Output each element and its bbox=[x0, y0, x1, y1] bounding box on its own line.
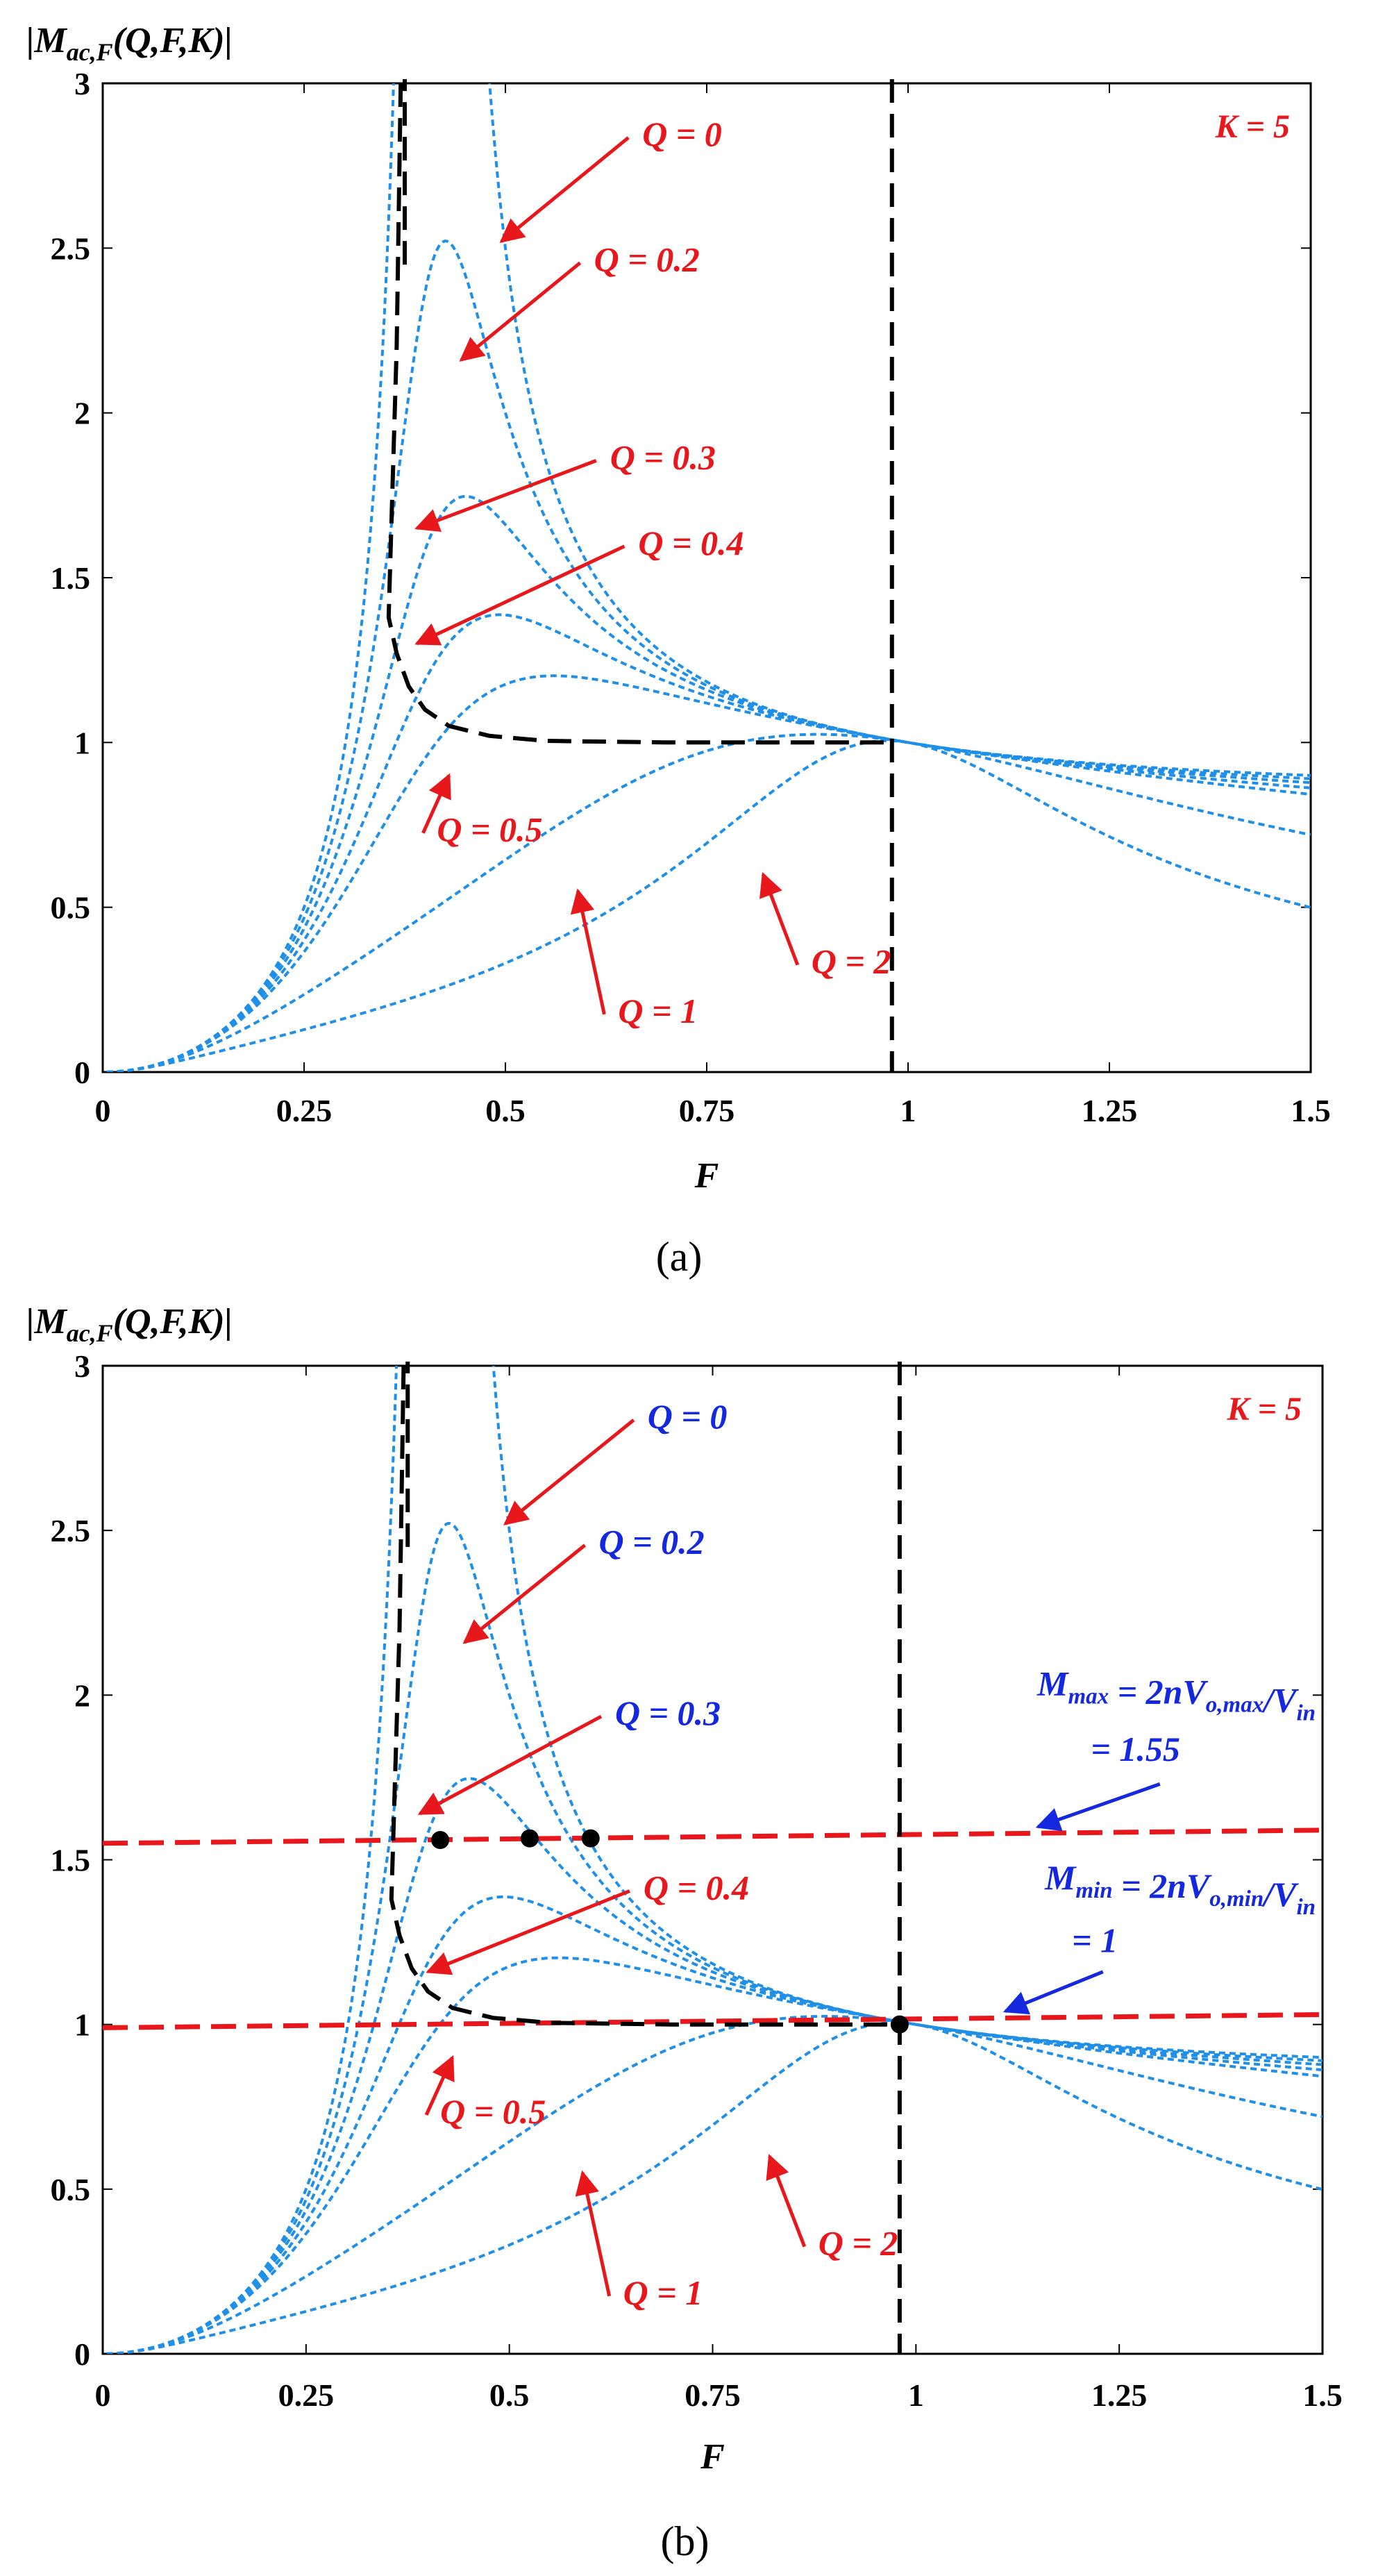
mmin-arrow bbox=[1002, 1970, 1104, 2015]
x-tick-label: 0.75 bbox=[685, 2377, 741, 2413]
annotation-label-q: Q = 0.5 bbox=[437, 810, 542, 849]
annotation-label-q: Q = 0.3 bbox=[610, 437, 716, 476]
series-line-q-1 bbox=[106, 2014, 1323, 2354]
annotation-arrow bbox=[462, 1544, 587, 1644]
series-line-q-2 bbox=[106, 2021, 1323, 2354]
y-tick-label: 0 bbox=[74, 1055, 90, 1090]
y-tick-label: 1 bbox=[74, 2007, 90, 2043]
annotation-label-q: Q = 1 bbox=[618, 992, 698, 1030]
annotation-arrow bbox=[575, 2170, 612, 2297]
x-tick-label: 0.25 bbox=[276, 1093, 333, 1128]
panel-caption: (b) bbox=[661, 2518, 710, 2564]
plot-frame bbox=[101, 82, 1312, 1073]
y-tick-label: 2 bbox=[74, 396, 90, 431]
x-axis-label: F bbox=[694, 1156, 719, 1196]
annotation-label-q: Q = 2 bbox=[819, 2224, 898, 2263]
annotation-label-q: Q = 1 bbox=[623, 2273, 703, 2312]
annotation-label-q: Q = 0.3 bbox=[615, 1693, 721, 1732]
x-tick-label: 0.5 bbox=[489, 2377, 530, 2413]
x-tick-label: 1 bbox=[908, 2377, 924, 2413]
x-axis-label: F bbox=[700, 2437, 725, 2477]
operating-point-marker bbox=[581, 1829, 600, 1848]
annotation-arrow bbox=[459, 261, 582, 362]
annotation-arrow bbox=[499, 136, 630, 244]
series-line-q-1 bbox=[106, 733, 1311, 1072]
hline-m-max bbox=[103, 1828, 1323, 1846]
x-tick-label: 1 bbox=[900, 1093, 916, 1128]
x-tick-label: 0.75 bbox=[679, 1093, 735, 1128]
plot-area bbox=[106, 83, 1311, 1072]
series-line-q-0-2 bbox=[106, 1521, 1323, 2354]
operating-point-marker bbox=[431, 1831, 450, 1850]
series-line-q-0-5 bbox=[106, 1956, 1323, 2354]
annotation-arrow bbox=[503, 1419, 635, 1525]
x-tick-label: 0 bbox=[95, 2377, 111, 2413]
annotation-arrow bbox=[421, 773, 451, 834]
y-tick-label: 1.5 bbox=[51, 1843, 91, 1878]
panel-caption: (a) bbox=[656, 1234, 703, 1280]
annotation-arrow bbox=[414, 544, 626, 646]
y-tick-label: 3 bbox=[74, 66, 90, 101]
mmin-value: = 1 bbox=[1072, 1921, 1118, 1959]
annotation-arrow bbox=[766, 2154, 807, 2248]
annotation-label-q: Q = 0 bbox=[648, 1397, 728, 1436]
operating-point-marker bbox=[520, 1829, 539, 1848]
mmax-arrow bbox=[1035, 1782, 1161, 1832]
plot-area bbox=[103, 1366, 1323, 2354]
x-tick-label: 1.5 bbox=[1302, 2377, 1343, 2413]
y-tick-label: 0.5 bbox=[51, 890, 91, 926]
peak-gain-boundary-curve bbox=[389, 1366, 900, 2027]
mmax-label: Mmax = 2nVo,max/Vin bbox=[1036, 1664, 1316, 1725]
y-tick-label: 0 bbox=[74, 2336, 90, 2372]
annotation-label-q: Q = 0.4 bbox=[638, 524, 744, 562]
annotation-label-q: Q = 2 bbox=[812, 942, 891, 981]
x-tick-label: 1.25 bbox=[1082, 1093, 1138, 1128]
annotation-arrow bbox=[424, 2055, 455, 2116]
y-tick-label: 2 bbox=[74, 1678, 90, 1713]
mmin-label: Mmin = 2nVo,min/Vin bbox=[1044, 1858, 1316, 1920]
annotation-arrow bbox=[426, 1889, 630, 1975]
annotation-arrow bbox=[417, 1714, 603, 1816]
y-tick-label: 2.5 bbox=[51, 231, 91, 266]
annotation-label-q: Q = 0.5 bbox=[440, 2092, 546, 2131]
annotation-label-q: Q = 0.2 bbox=[599, 1522, 705, 1561]
series-line-q-0-3 bbox=[106, 494, 1311, 1072]
series-line-q-0-3 bbox=[106, 1777, 1323, 2354]
y-axis-label: |Mac,F(Q,F,K)| bbox=[26, 1302, 233, 1347]
k-label: K = 5 bbox=[1227, 1391, 1302, 1428]
annotation-label-q: Q = 0 bbox=[642, 115, 722, 153]
hline-m-min bbox=[103, 2012, 1323, 2030]
mmax-value: = 1.55 bbox=[1091, 1730, 1180, 1768]
operating-point-marker bbox=[890, 2015, 909, 2034]
y-axis-label: |Mac,F(Q,F,K)| bbox=[26, 21, 233, 66]
annotation-label-q: Q = 0.2 bbox=[594, 240, 700, 279]
y-tick-label: 1.5 bbox=[51, 560, 91, 596]
chart-panel-a: 0 0.25 0.5 0.75 1 1.25 1.5 0 0.5 1 1.5 2 2.5 3|Mac,F(… bbox=[26, 21, 1331, 1280]
y-tick-label: 1 bbox=[74, 725, 90, 760]
series-line-q-0-4 bbox=[106, 1895, 1323, 2354]
series-line-q-0-4 bbox=[106, 613, 1311, 1072]
annotation-arrow bbox=[759, 871, 800, 966]
k-label: K = 5 bbox=[1215, 108, 1290, 145]
annotation-label-q: Q = 0.4 bbox=[644, 1868, 749, 1907]
annotation-arrow bbox=[414, 459, 597, 533]
series-line-q-2 bbox=[106, 739, 1311, 1072]
x-tick-label: 1.25 bbox=[1091, 2377, 1148, 2413]
series-line-q-0-5 bbox=[106, 674, 1311, 1072]
y-tick-label: 3 bbox=[74, 1348, 90, 1384]
x-tick-label: 0.5 bbox=[485, 1093, 526, 1128]
x-tick-label: 0.25 bbox=[278, 2377, 335, 2413]
peak-gain-boundary-curve bbox=[386, 83, 892, 745]
chart-panel-b: 0 0.25 0.5 0.75 1 1.25 1.5 0 0.5 1 1.5 2 2.5 3|Mac,F(… bbox=[26, 1302, 1343, 2564]
x-tick-label: 0 bbox=[95, 1093, 111, 1128]
y-tick-label: 0.5 bbox=[51, 2172, 91, 2207]
y-tick-label: 2.5 bbox=[51, 1513, 91, 1548]
x-tick-label: 1.5 bbox=[1291, 1093, 1331, 1128]
plot-frame bbox=[101, 1364, 1324, 2355]
annotation-arrow bbox=[570, 888, 606, 1015]
